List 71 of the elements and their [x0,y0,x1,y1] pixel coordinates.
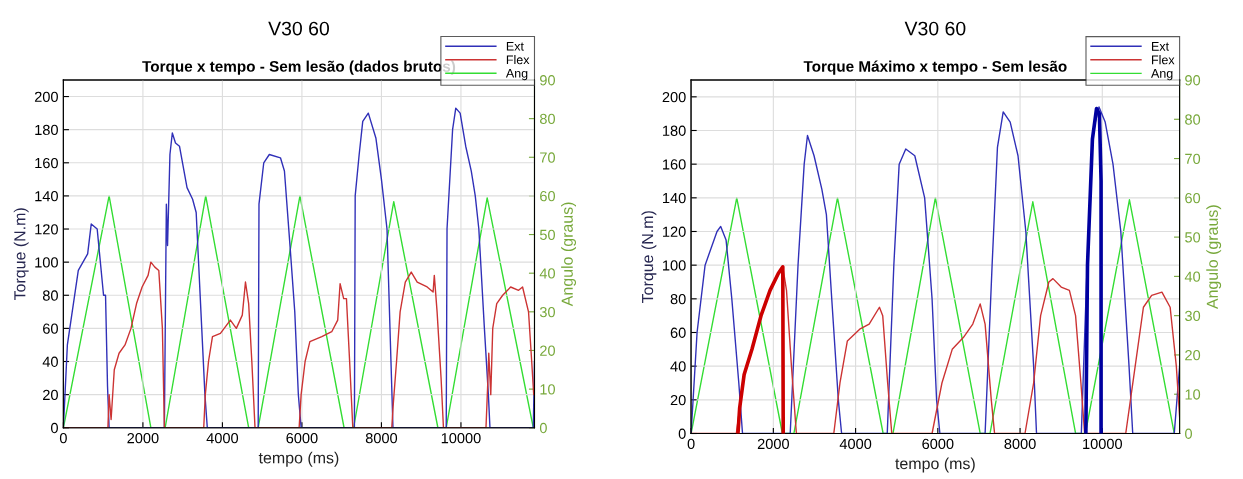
y-axis-title: Torque (N.m) [641,211,657,303]
chart-title: V30 60 [904,21,966,36]
y-tick-label: 60 [670,327,686,338]
y2-tick-label: 80 [539,113,555,125]
y-tick-label: 120 [663,226,686,237]
legend-label: Ext [506,41,524,51]
legend-label: Flex [506,55,530,65]
y-tick-label: 200 [34,91,58,102]
x-tick-label: 10000 [441,432,481,444]
x-tick-label: 0 [59,432,67,444]
x-axis-title: tempo (ms) [258,451,339,467]
chart-subtitle: Torque x tempo - Sem lesão (dados brutos) [142,60,456,75]
y2-axis-title: Angulo (graus) [1206,205,1222,310]
x-tick-label: 6000 [286,432,318,444]
y-tick-label: 180 [663,125,686,136]
y-axis-title: Torque (N.m) [13,208,29,301]
line-series [1084,106,1103,434]
y2-axis-title: Angulo (graus) [561,202,577,307]
y-tick-label: 80 [42,290,58,301]
y2-tick-label: 90 [1185,75,1201,86]
chart-subtitle: Torque Máximo x tempo - Sem lesão [803,60,1067,75]
x-tick-label: 8000 [365,432,398,444]
y-tick-label: 180 [35,124,58,136]
y-tick-label: 160 [35,157,58,169]
y-tick-label: 100 [663,260,686,271]
y2-tick-label: 60 [540,191,555,202]
y-tick-label: 160 [663,159,686,170]
y2-tick-label: 40 [539,268,555,279]
y-tick-label: 40 [670,361,686,372]
legend-label: Flex [1152,55,1175,65]
y2-tick-label: 70 [540,152,555,163]
y2-tick-label: 60 [1185,192,1201,204]
x-tick-label: 4000 [839,438,872,450]
x-tick-label: 2000 [757,438,789,450]
y-tick-label: 140 [35,191,58,202]
x-axis-title: tempo (ms) [895,457,975,473]
line-series [736,265,786,434]
y-tick-label: 120 [35,224,58,235]
y2-tick-label: 90 [540,75,555,86]
y2-tick-label: 30 [539,306,555,318]
legend-label: Ext [1152,42,1169,51]
legend-label: Ang [505,69,528,81]
y-tick-label: 140 [663,192,686,204]
y-tick-label: 80 [670,293,686,305]
y-tick-label: 20 [670,394,686,406]
y2-tick-label: 10 [1185,389,1201,400]
y2-tick-label: 50 [539,229,555,240]
y2-tick-label: 0 [539,422,547,434]
y2-tick-label: 40 [1184,271,1201,282]
y2-tick-label: 30 [1185,310,1201,322]
x-tick-label: 8000 [1004,438,1036,450]
y2-tick-label: 50 [1185,232,1201,243]
y-tick-label: 100 [35,257,58,268]
x-tick-label: 4000 [206,432,239,444]
line-series [691,197,1175,434]
y-tick-label: 0 [50,422,58,434]
y-tick-label: 200 [662,91,686,103]
y2-tick-label: 20 [1185,350,1201,361]
x-tick-label: 6000 [922,438,954,450]
legend-label: Ang [1151,69,1173,81]
y2-tick-label: 70 [1185,153,1201,164]
y2-tick-label: 20 [540,345,555,356]
y2-tick-label: 80 [1185,114,1201,125]
chart-title: V30 60 [268,21,329,36]
x-tick-label: 10000 [1083,438,1123,450]
y-tick-label: 20 [43,389,58,401]
y2-tick-label: 10 [540,384,555,395]
y-tick-label: 40 [42,356,58,367]
y-tick-label: 60 [43,323,58,334]
x-tick-label: 0 [687,438,695,450]
x-tick-label: 2000 [127,432,159,444]
